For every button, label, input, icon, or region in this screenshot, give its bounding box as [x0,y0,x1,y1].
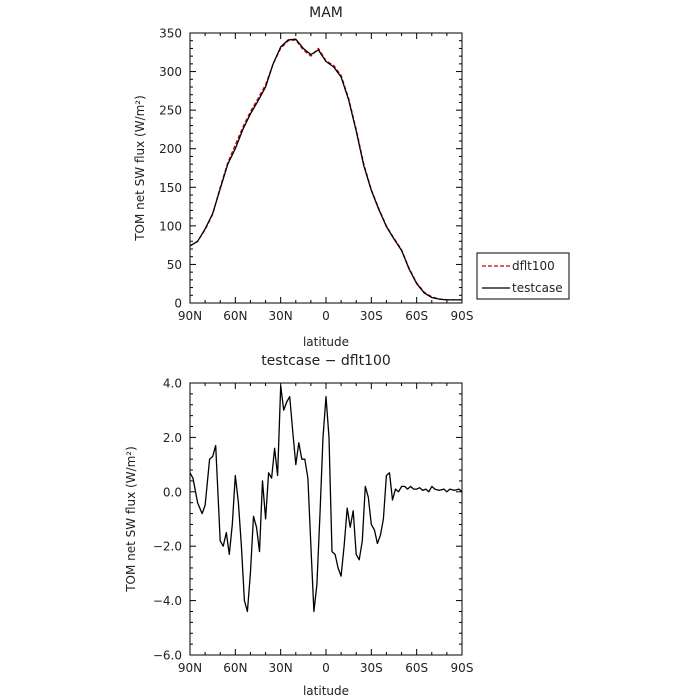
legend-label-testcase: testcase [512,281,563,295]
series-group [189,385,463,613]
x-tick-label: 90N [178,309,202,323]
chart-title: testcase − dflt100 [261,353,391,369]
x-tick-label: 60S [405,661,428,675]
plot-frame [189,382,463,656]
x-tick-label: 90N [178,661,202,675]
y-axis-label: TOM net SW flux (W/m²) [124,446,138,593]
x-tick-label: 0 [322,661,330,675]
x-tick-label: 30S [360,661,383,675]
y-tick-label: 100 [159,219,182,233]
series-group [189,38,462,301]
y-axis-label: TOM net SW flux (W/m²) [133,95,147,242]
y-tick-label: 0 [174,297,182,311]
series-line-testcase [189,38,462,301]
x-tick-label: 60N [223,309,247,323]
x-tick-label: 90S [451,309,474,323]
y-tick-label: 300 [159,65,182,79]
panel-top: MAM 90N 60N 30N 0 30S 60S 90S 0 50 100 150 200 250 30… [133,5,570,349]
y-tick-label: −6.0 [153,649,182,663]
legend-label-dflt100: dflt100 [512,259,555,273]
y-tick-label: 50 [167,258,182,272]
y-tick-label: 200 [159,142,182,156]
x-axis-label: latitude [303,684,349,698]
series-line-dflt100 [189,39,462,301]
axis-ticks: 90N 60N 30N 0 30S 60S 90S 0 50 100 150 200 250 300 350 [159,27,473,324]
x-tick-label: 0 [322,309,330,323]
legend: dflt100 testcase [476,252,570,300]
y-tick-label: −4.0 [153,594,182,608]
x-tick-label: 30S [360,309,383,323]
chart-title: MAM [309,5,343,21]
y-tick-label: 2.0 [163,431,182,445]
x-tick-label: 30N [269,309,293,323]
y-tick-label: −2.0 [153,540,182,554]
x-tick-label: 60N [223,661,247,675]
legend-box [476,252,570,300]
plot-frame [189,32,463,304]
y-tick-label: 0.0 [163,485,182,499]
x-tick-label: 60S [405,309,428,323]
x-tick-label: 30N [269,661,293,675]
y-tick-label: 150 [159,181,182,195]
panel-bottom: testcase − dflt100 90N 60N 30N 0 30S 60S 90S −6… [124,353,473,698]
y-tick-label: 350 [159,27,182,41]
axis-ticks: 90N 60N 30N 0 30S 60S 90S −6.0 −4.0 −2.0 0.0 2.0 4.0 [153,377,474,676]
y-tick-label: 4.0 [163,377,182,391]
y-tick-label: 250 [159,104,182,118]
x-tick-label: 90S [451,661,474,675]
series-line-testcase-dflt100 [189,385,463,613]
x-axis-label: latitude [303,335,349,349]
